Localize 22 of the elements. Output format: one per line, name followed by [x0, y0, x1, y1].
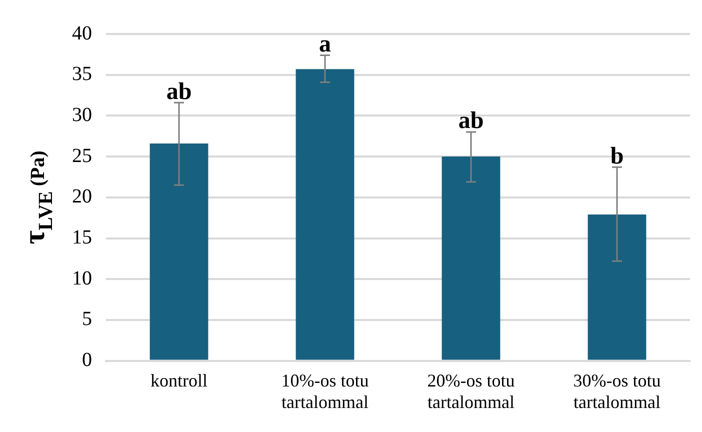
y-tick-label: 15	[72, 226, 92, 248]
bar	[296, 69, 354, 360]
annotation: ab	[458, 108, 484, 134]
y-tick-label: 30	[72, 104, 92, 126]
bar	[442, 156, 500, 360]
annotation: a	[319, 31, 331, 58]
y-tick-label: 0	[82, 349, 92, 372]
bar	[150, 143, 208, 360]
y-tick-label: 25	[72, 144, 92, 167]
y-tick-label: 35	[72, 63, 92, 86]
y-tick-label: 40	[72, 22, 92, 44]
y-tick-label: 10	[72, 267, 92, 290]
y-axis-title: τLVE (Pa)	[18, 150, 57, 244]
x-tick-label: kontroll	[150, 370, 208, 390]
annotation: ab	[166, 78, 192, 105]
bar	[588, 214, 646, 360]
annotation: b	[610, 143, 624, 170]
x-tick-label: 30%-os totu tartalommal	[573, 370, 661, 412]
x-tick-label: 10%-os totu tartalommal	[281, 370, 369, 412]
y-tick-label: 20	[72, 186, 92, 208]
y-tick-label: 5	[82, 308, 92, 330]
x-tick-label: 20%-os totu tartalommal	[427, 370, 515, 412]
